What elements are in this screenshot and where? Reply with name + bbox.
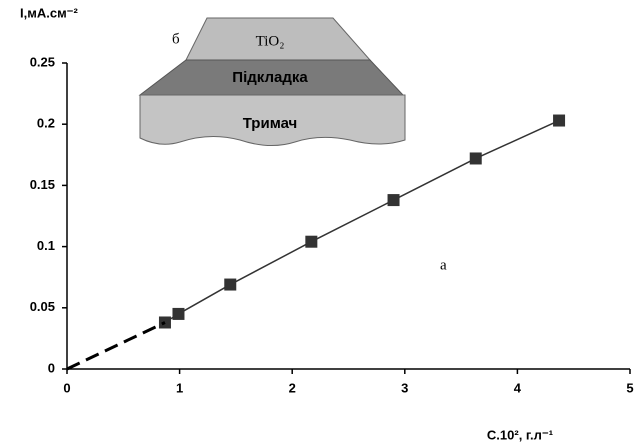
x-tick-label: 2 bbox=[289, 380, 296, 395]
inset: TiO₂ Підкладка Тримач bbox=[140, 18, 405, 146]
x-axis-label: C.10², г.л⁻¹ bbox=[487, 427, 553, 442]
point bbox=[305, 236, 317, 248]
inset-label: Підкладка bbox=[232, 69, 308, 86]
y-tick-label: 0.2 bbox=[37, 116, 55, 131]
y-tick-label: 0.1 bbox=[37, 238, 55, 253]
point bbox=[172, 308, 184, 320]
inset-label: Тримач bbox=[243, 115, 298, 132]
x-tick-label: 3 bbox=[401, 380, 408, 395]
point bbox=[470, 152, 482, 164]
x-tick-label: 0 bbox=[63, 380, 70, 395]
inset-label: TiO₂ bbox=[256, 33, 285, 49]
fit-line bbox=[165, 121, 559, 323]
annotation: б bbox=[172, 31, 180, 47]
dashed-line bbox=[67, 322, 165, 369]
page: {"chart_data": {"type": "scatter", "x_la… bbox=[0, 0, 643, 447]
point bbox=[224, 279, 236, 291]
point bbox=[388, 194, 400, 206]
y-axis-label: I,мА.см⁻² bbox=[20, 5, 79, 20]
annotation: а bbox=[440, 257, 447, 273]
y-tick-label: 0 bbox=[48, 360, 55, 375]
x-tick-label: 1 bbox=[176, 380, 183, 395]
y-tick-label: 0.15 bbox=[30, 177, 55, 192]
x-tick-label: 4 bbox=[514, 380, 522, 395]
y-tick-label: 0.25 bbox=[30, 54, 55, 69]
point bbox=[553, 115, 565, 127]
chart: TiO₂ Підкладка Тримач б а I,мА.см⁻² C.10… bbox=[0, 0, 643, 447]
x-tick-label: 5 bbox=[626, 380, 633, 395]
y-tick-label: 0.05 bbox=[30, 299, 55, 314]
